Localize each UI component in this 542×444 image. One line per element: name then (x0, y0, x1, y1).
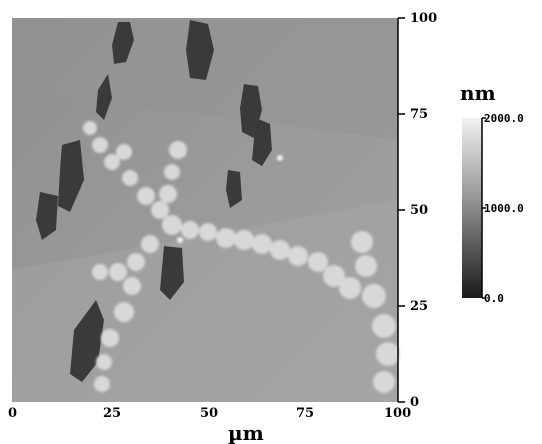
y-tick-label: 25 (410, 299, 428, 314)
dark-features (36, 20, 272, 382)
x-axis: 0 25 50 75 100 µm (8, 406, 411, 444)
colorbar-tick-label: 1000.0 (484, 202, 524, 215)
colorbar-tick-label: 2000.0 (484, 112, 524, 125)
y-tick-label: 75 (410, 107, 428, 122)
afm-image (12, 18, 400, 402)
y-axis: 0 25 50 75 100 (397, 11, 437, 410)
y-tick-label: 50 (410, 203, 428, 218)
x-tick-label: 0 (8, 406, 17, 421)
colorbar: nm 2000.0 1000.0 0.0 (460, 81, 524, 305)
y-tick-label: 0 (410, 395, 419, 410)
colorbar-unit: nm (460, 81, 496, 105)
x-tick-label: 100 (384, 406, 411, 421)
colorbar-scale (462, 118, 482, 298)
x-tick-label: 25 (103, 406, 121, 421)
y-tick-label: 100 (410, 11, 437, 26)
x-tick-label: 50 (200, 406, 218, 421)
particle-chains (83, 121, 400, 393)
colorbar-tick-label: 0.0 (484, 292, 504, 305)
x-axis-unit: µm (228, 421, 264, 444)
x-tick-label: 75 (296, 406, 314, 421)
